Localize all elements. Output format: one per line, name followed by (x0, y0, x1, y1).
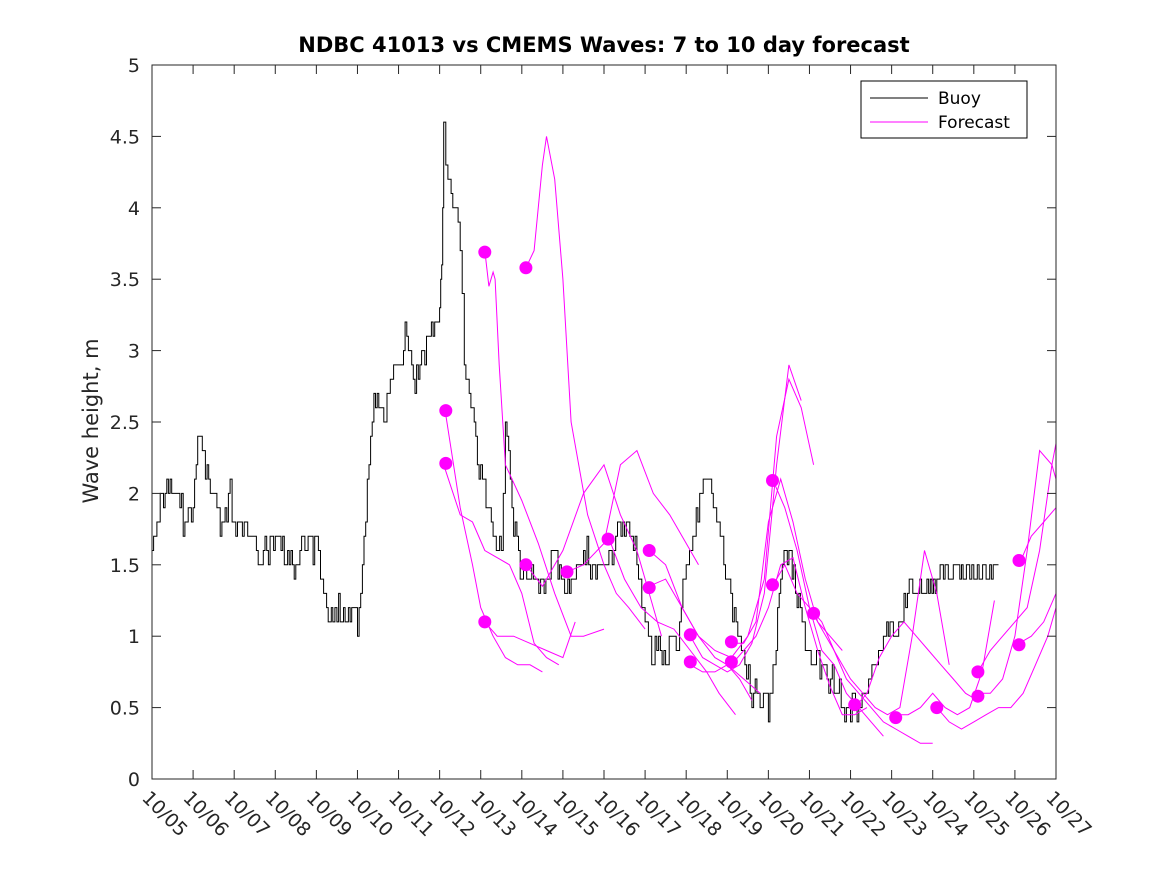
y-tick-label-10: 5 (128, 55, 140, 77)
y-tick-label-7: 3.5 (110, 269, 140, 291)
forecast-start-marker-9 (642, 544, 656, 557)
forecast-start-marker-16 (766, 578, 779, 592)
forecast-start-marker-23 (1012, 554, 1026, 567)
forecast-start-marker-22 (971, 689, 985, 703)
forecast-start-marker-7 (560, 565, 574, 579)
axes-background (152, 65, 1056, 779)
forecast-series-line-14 (731, 556, 868, 716)
y-tick-label-0: 0 (128, 769, 140, 791)
forecast-series-line-20 (936, 607, 1057, 730)
forecast-series-line-9 (648, 550, 761, 694)
y-tick-label-9: 4.5 (110, 126, 140, 148)
y-tick-label-5: 2.5 (110, 412, 140, 434)
forecast-start-marker-17 (807, 606, 821, 620)
forecast-series-line-8 (607, 536, 736, 716)
forecast-series-line-16 (772, 563, 933, 744)
forecast-series-line-15 (772, 478, 884, 737)
forecast-start-marker-15 (766, 474, 779, 487)
y-tick-label-8: 4 (128, 198, 140, 220)
legend: Buoy Forecast (860, 80, 1028, 139)
forecast-start-marker-4 (519, 261, 533, 275)
forecast-start-marker-11 (683, 628, 697, 642)
legend-forecast-label: Forecast (938, 113, 1010, 133)
forecast-start-marker-19 (889, 711, 903, 725)
forecast-start-marker-24 (1012, 638, 1026, 652)
forecast-start-marker-8 (601, 532, 615, 546)
forecast-series-line-7 (566, 449, 699, 573)
forecast-start-marker-13 (724, 635, 738, 649)
y-tick-label-6: 3 (128, 341, 140, 363)
forecast-series-line-12 (690, 664, 753, 701)
forecast-series-line-21 (977, 443, 1057, 673)
forecast-start-marker-20 (930, 701, 944, 715)
forecast-series-line-11 (689, 364, 802, 673)
y-axis-label: Wave height, m (79, 338, 103, 503)
forecast-series-line-24 (1018, 593, 1057, 644)
forecast-series-line-10 (649, 377, 815, 659)
forecast-series-line-13 (731, 477, 843, 651)
forecast-start-marker-12 (683, 655, 697, 669)
forecast-start-marker-18 (848, 698, 862, 712)
forecast-series-line-17 (813, 550, 950, 716)
legend-buoy-label: Buoy (938, 89, 981, 109)
forecast-start-marker-3 (478, 245, 492, 259)
y-tick-label-2: 1 (128, 626, 140, 648)
chart-title: NDBC 41013 vs CMEMS Waves: 7 to 10 day f… (298, 33, 909, 57)
forecast-start-marker-10 (642, 581, 656, 595)
forecast-series-line-5 (484, 621, 576, 659)
forecast-start-marker-5 (478, 615, 492, 629)
plot-area: 00.511.522.533.544.5510/0510/0610/0710/0… (110, 55, 1096, 841)
y-tick-label-3: 1.5 (110, 555, 140, 577)
forecast-series-line-22 (977, 449, 1057, 694)
forecast-start-marker-2 (439, 456, 453, 470)
forecast-series-line-1 (443, 464, 560, 666)
forecast-start-marker-6 (519, 558, 533, 572)
forecast-start-marker-14 (724, 655, 738, 669)
forecast-series-line-6 (525, 463, 662, 637)
forecast-series-line-4 (523, 136, 646, 630)
legend-box (860, 80, 1028, 139)
forecast-series-line-3 (484, 250, 605, 637)
forecast-series-line-18 (854, 621, 979, 708)
forecast-series-line-19 (895, 600, 995, 716)
forecast-series-line-2 (445, 414, 543, 673)
forecast-start-marker-21 (971, 665, 985, 679)
forecast-start-marker-1 (439, 404, 453, 418)
forecast-series-line-23 (1018, 507, 1057, 565)
y-tick-label-4: 2 (128, 483, 140, 505)
y-tick-label-1: 0.5 (110, 698, 140, 720)
